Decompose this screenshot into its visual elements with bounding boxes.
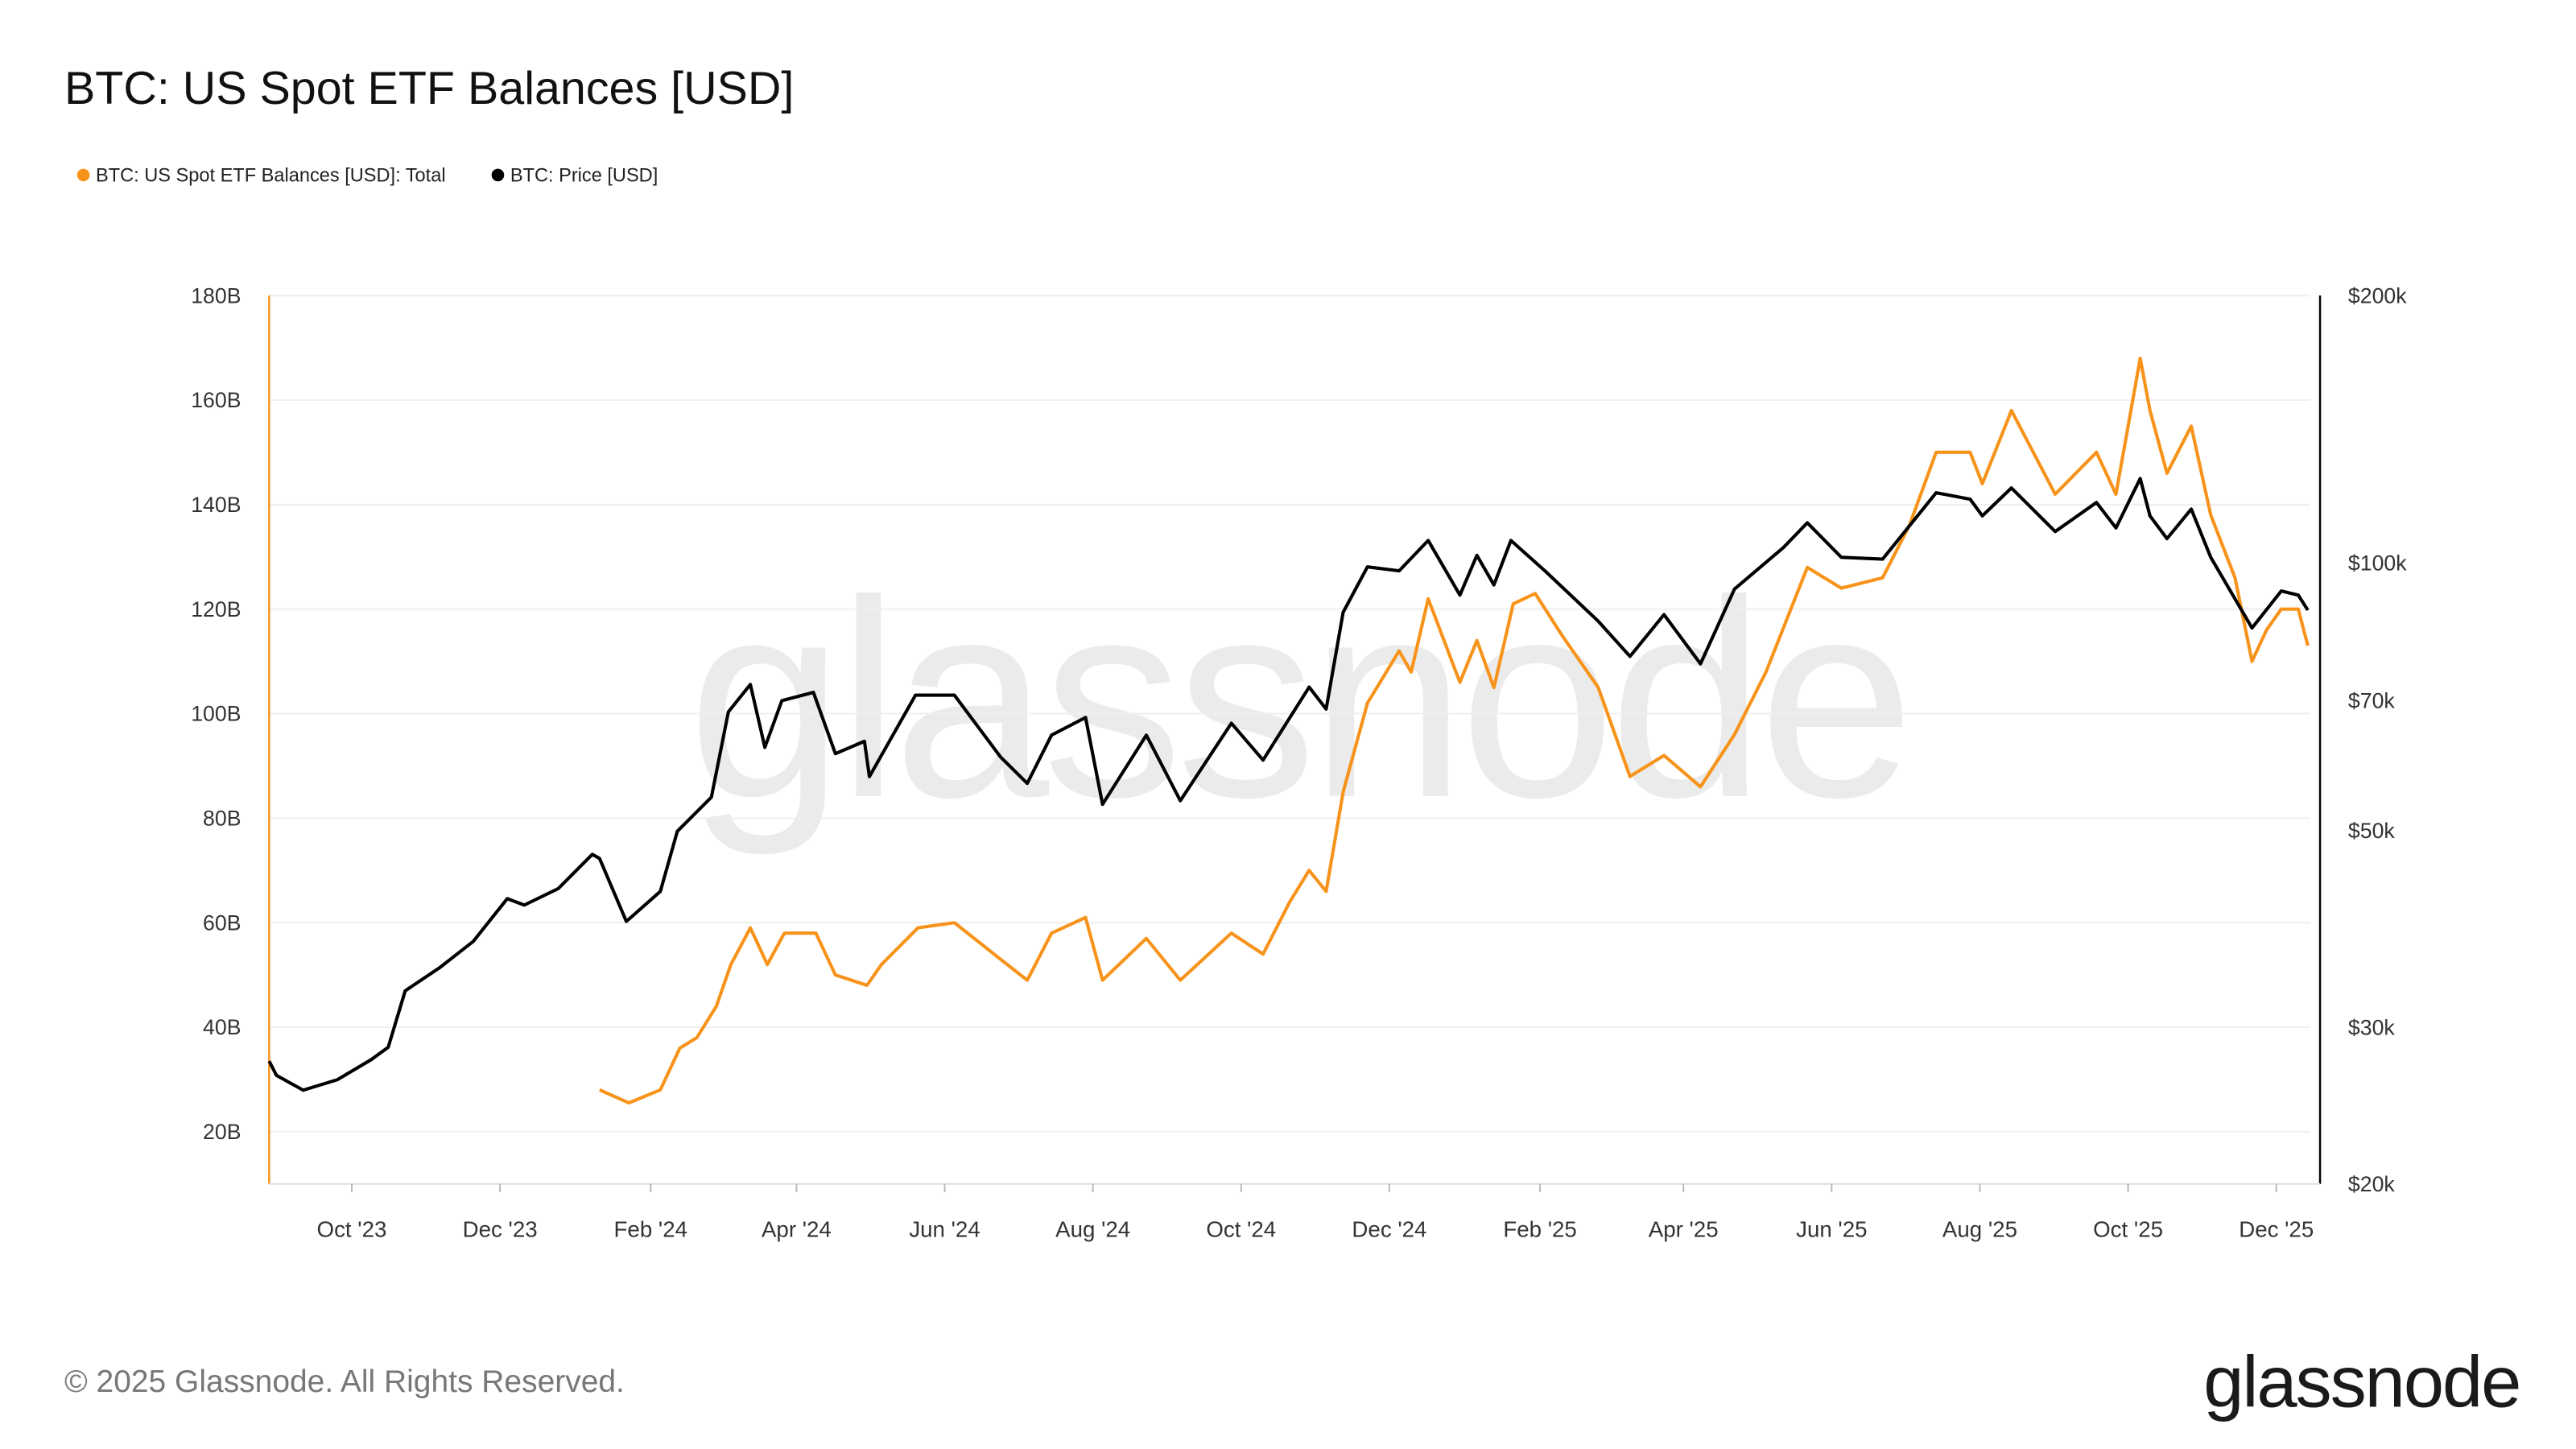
glassnode-logo: glassnode xyxy=(2203,1342,2520,1423)
x-tick-label: Aug '25 xyxy=(1942,1216,2017,1241)
x-tick-label: Oct '25 xyxy=(2093,1216,2163,1241)
x-tick-label: Feb '24 xyxy=(614,1216,688,1241)
gridlines xyxy=(269,295,2310,1133)
x-tick-label: Oct '24 xyxy=(1206,1216,1276,1241)
legend-marker-black xyxy=(491,168,505,182)
x-tick-label: Dec '23 xyxy=(463,1216,538,1241)
left-tick-label: 120B xyxy=(191,597,241,621)
legend-item-etf-balances[interactable]: BTC: US Spot ETF Balances [USD]: Total xyxy=(76,165,446,186)
x-tick-label: Feb '25 xyxy=(1503,1216,1577,1241)
x-tick-label: Dec '25 xyxy=(2239,1216,2314,1241)
legend: BTC: US Spot ETF Balances [USD]: Total B… xyxy=(76,165,658,186)
legend-label: BTC: Price [USD] xyxy=(510,165,658,186)
legend-item-price[interactable]: BTC: Price [USD] xyxy=(491,165,658,186)
btc-price-line xyxy=(267,477,2310,1092)
x-tick-label: Aug '24 xyxy=(1055,1216,1130,1241)
watermark: glassnode xyxy=(687,542,1908,857)
right-tick-label: $70k xyxy=(2348,689,2395,713)
right-tick-label: $30k xyxy=(2348,1016,2395,1040)
right-tick-label: $50k xyxy=(2348,819,2395,843)
copyright: © 2025 Glassnode. All Rights Reserved. xyxy=(64,1364,625,1399)
left-tick-label: 140B xyxy=(191,493,241,517)
left-tick-label: 80B xyxy=(203,807,241,831)
left-tick-label: 100B xyxy=(191,702,241,726)
left-axis: 20B 40B 60B 80B 100B 120B 140B 160B 180B xyxy=(191,283,270,1184)
x-tick-label: Oct '23 xyxy=(317,1216,387,1241)
left-tick-label: 180B xyxy=(191,283,241,308)
series-lines xyxy=(267,357,2310,1105)
right-tick-label: $20k xyxy=(2348,1172,2395,1196)
left-tick-label: 20B xyxy=(203,1120,241,1144)
x-tick-label: Apr '24 xyxy=(762,1216,832,1241)
x-tick-label: Jun '24 xyxy=(909,1216,980,1241)
x-tick-label: Dec '24 xyxy=(1352,1216,1426,1241)
x-axis: Oct '23 Dec '23 Feb '24 Apr '24 Jun '24 Aug '… xyxy=(269,1183,2321,1241)
left-tick-label: 160B xyxy=(191,388,241,412)
legend-marker-orange xyxy=(76,168,90,182)
right-axis: $20k $30k $50k $70k $100k $200k xyxy=(2318,283,2407,1196)
left-tick-label: 60B xyxy=(203,910,241,935)
chart-title: BTC: US Spot ETF Balances [USD] xyxy=(64,63,794,114)
right-tick-label: $100k xyxy=(2348,551,2407,576)
etf-balances-line xyxy=(598,357,2310,1105)
right-tick-label: $200k xyxy=(2348,283,2407,308)
x-tick-label: Apr '25 xyxy=(1649,1216,1719,1241)
left-tick-label: 40B xyxy=(203,1015,241,1039)
x-tick-label: Jun '25 xyxy=(1796,1216,1867,1241)
legend-label: BTC: US Spot ETF Balances [USD]: Total xyxy=(96,165,446,186)
